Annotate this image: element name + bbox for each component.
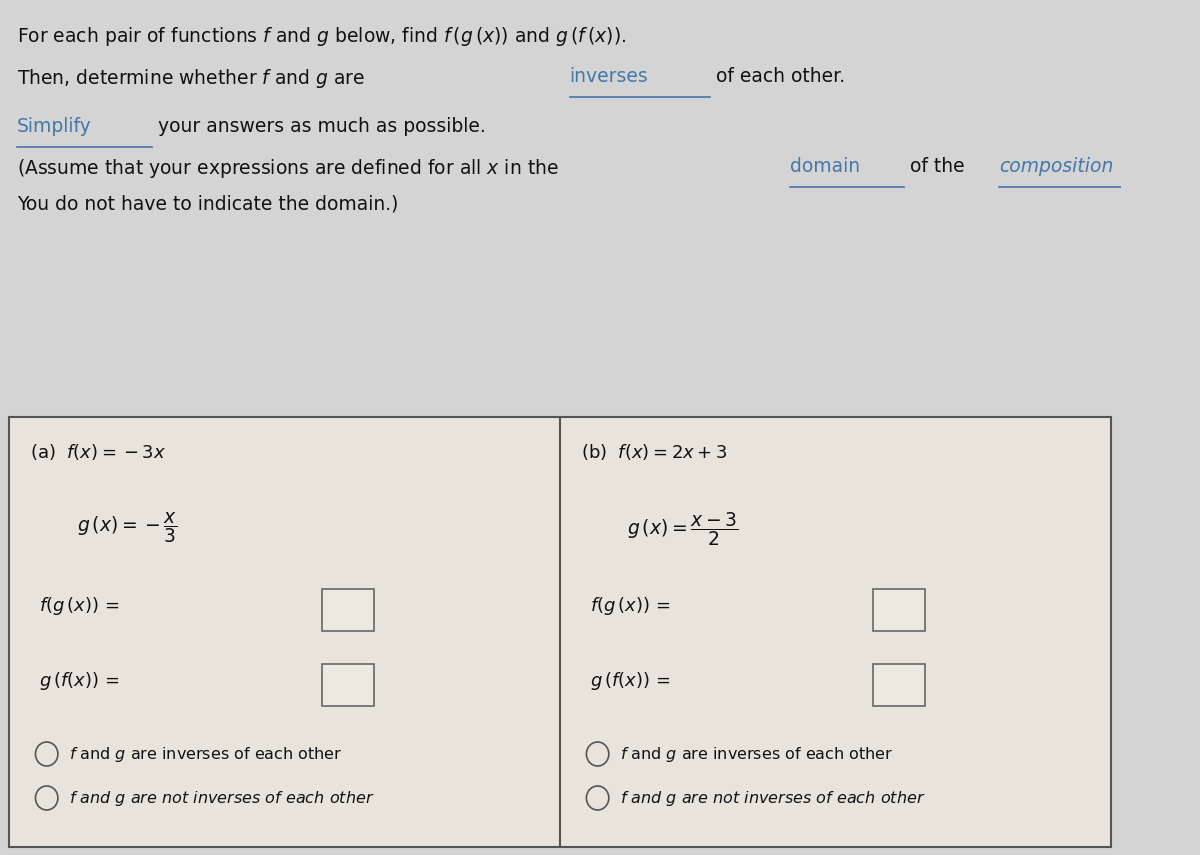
Text: of the: of the — [904, 157, 971, 176]
Text: You do not have to indicate the domain.): You do not have to indicate the domain.) — [17, 195, 398, 214]
Text: $f$ and $g$ are inverses of each other: $f$ and $g$ are inverses of each other — [70, 745, 342, 764]
Text: $f(g\,(x))\,=$: $f(g\,(x))\,=$ — [590, 595, 671, 617]
Text: (a)  $f(x) = -3x$: (a) $f(x) = -3x$ — [30, 442, 166, 462]
Text: domain: domain — [790, 157, 860, 176]
Text: of each other.: of each other. — [709, 67, 845, 86]
FancyBboxPatch shape — [322, 589, 374, 631]
Text: composition: composition — [1000, 157, 1114, 176]
Text: $g\,(x) = -\dfrac{x}{3}$: $g\,(x) = -\dfrac{x}{3}$ — [77, 510, 178, 545]
Text: $f$ and $g$ are inverses of each other: $f$ and $g$ are inverses of each other — [620, 745, 894, 764]
Text: For each pair of functions $f$ and $g$ below, find $f\,(g\,(x))$ and $g\,(f\,(x): For each pair of functions $f$ and $g$ b… — [17, 25, 626, 48]
Text: (Assume that your expressions are defined for all $x$ in the: (Assume that your expressions are define… — [17, 157, 559, 180]
Text: $g\,(x) = \dfrac{x-3}{2}$: $g\,(x) = \dfrac{x-3}{2}$ — [628, 510, 739, 548]
Text: your answers as much as possible.: your answers as much as possible. — [152, 117, 486, 136]
FancyBboxPatch shape — [874, 589, 925, 631]
Text: Then, determine whether $f$ and $g$ are: Then, determine whether $f$ and $g$ are — [17, 67, 366, 90]
Text: $f$ and $g$ are not inverses of each other: $f$ and $g$ are not inverses of each oth… — [620, 788, 925, 807]
Text: $g\,(f(x))\,=$: $g\,(f(x))\,=$ — [590, 670, 671, 692]
Text: Simplify: Simplify — [17, 117, 91, 136]
FancyBboxPatch shape — [322, 664, 374, 706]
Text: $f$ and $g$ are not inverses of each other: $f$ and $g$ are not inverses of each oth… — [70, 788, 374, 807]
Text: inverses: inverses — [570, 67, 648, 86]
FancyBboxPatch shape — [874, 664, 925, 706]
FancyBboxPatch shape — [10, 417, 1111, 847]
Text: (b)  $f(x) = 2x + 3$: (b) $f(x) = 2x + 3$ — [581, 442, 727, 462]
Text: $g\,(f(x))\,=$: $g\,(f(x))\,=$ — [40, 670, 120, 692]
Text: $f(g\,(x))\,=$: $f(g\,(x))\,=$ — [40, 595, 120, 617]
